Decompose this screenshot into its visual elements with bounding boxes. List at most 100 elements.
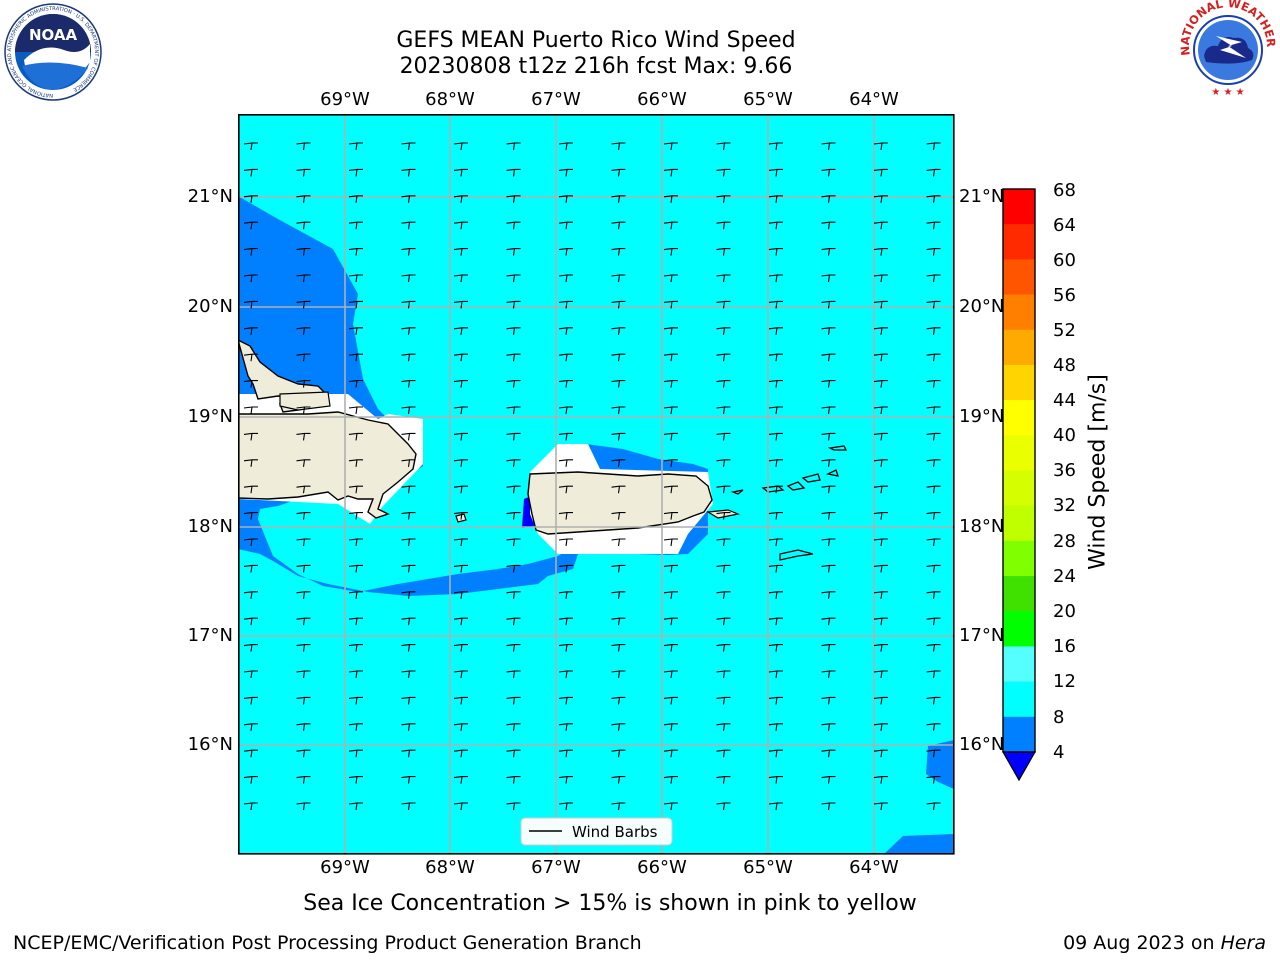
wind-barb: [716, 512, 731, 520]
wind-barb: [296, 459, 311, 467]
wind-barb: [663, 300, 678, 309]
wind-barb: [348, 248, 363, 256]
wind-barb: [821, 142, 836, 151]
wind-barb: [768, 142, 783, 151]
colorbar-cell: [1003, 329, 1035, 366]
wind-barb: [401, 591, 416, 599]
lon-label: 64°W: [849, 857, 899, 878]
colorbar-cell: [1003, 576, 1035, 612]
wind-barb: [506, 749, 521, 758]
colorbar-cell: [1003, 611, 1035, 647]
wind-barb: [716, 802, 731, 811]
wind-barb: [348, 670, 363, 679]
wind-barb: [663, 380, 678, 388]
wind-barb: [768, 195, 783, 203]
wind-barb: [663, 512, 678, 520]
wind-barb: [401, 564, 416, 573]
wind-barb: [873, 564, 888, 573]
wind-barb: [663, 195, 678, 203]
wind-barb: [716, 142, 731, 151]
footer-credit: NCEP/EMC/Verification Post Processing Pr…: [13, 932, 642, 954]
wind-barb: [296, 670, 311, 679]
wind-barb: [453, 327, 468, 335]
wind-barb: [926, 168, 941, 177]
wind-barb: [558, 749, 573, 758]
wind-barb: [296, 221, 311, 230]
wind-barb: [506, 538, 521, 547]
wind-barb: [506, 221, 521, 230]
wind-barb: [558, 538, 573, 547]
wind-barb: [401, 485, 416, 494]
wind-barb: [348, 512, 363, 520]
wind-barb: [506, 248, 521, 256]
wind-barb: [401, 723, 416, 731]
wind-barb: [873, 248, 888, 256]
wind-barb: [716, 696, 731, 705]
wind-barb: [873, 670, 888, 679]
wind-barb: [558, 564, 573, 573]
wind-barb: [663, 168, 678, 177]
svg-text:★ ★ ★: ★ ★ ★: [1211, 87, 1244, 98]
wind-barb: [348, 380, 363, 388]
wind-barb: [296, 802, 311, 811]
wind-barb: [506, 644, 521, 652]
colorbar-tick: 40: [1053, 425, 1076, 446]
wind-barb: [873, 617, 888, 626]
wind-barb: [821, 644, 836, 652]
wind-barb: [453, 300, 468, 309]
wind-barb: [768, 538, 783, 547]
wind-barb: [873, 644, 888, 652]
wind-barb: [873, 327, 888, 335]
wind-barb: [821, 776, 836, 784]
wind-barb: [821, 432, 836, 441]
wind-barb: [926, 617, 941, 626]
colorbar-cell: [1003, 435, 1035, 471]
wind-barb: [558, 327, 573, 335]
wind-barb: [663, 670, 678, 679]
wind-barb: [821, 696, 836, 705]
beata-outline: [279, 391, 331, 411]
wind-barb: [821, 538, 836, 547]
wind-barb: [243, 617, 258, 626]
wind-barb: [296, 195, 311, 203]
wind-barb: [401, 644, 416, 652]
wind-barb: [401, 327, 416, 335]
wind-barb: [453, 274, 468, 283]
wind-barb: [348, 353, 363, 362]
wind-barb: [716, 538, 731, 547]
wind-barb: [926, 406, 941, 415]
wind-barb: [506, 300, 521, 309]
wind-barb: [558, 723, 573, 731]
wind-barb: [926, 749, 941, 758]
wind-barb: [348, 617, 363, 626]
wind-barb: [821, 802, 836, 811]
wind-barb: [611, 195, 626, 203]
wind-barb: [873, 459, 888, 467]
wind-barb: [611, 353, 626, 362]
wind-barb: [558, 591, 573, 599]
wind-barb: [296, 274, 311, 283]
wind-barb: [348, 432, 363, 441]
lon-label: 66°W: [637, 857, 687, 878]
wind-barb: [453, 723, 468, 731]
wind-barb: [348, 485, 363, 494]
colorbar-cell: [1003, 716, 1035, 753]
wind-barb: [716, 380, 731, 388]
wind-barb: [611, 512, 626, 520]
lon-label: 66°W: [637, 89, 687, 110]
wind-barb: [926, 696, 941, 705]
wind-barb: [348, 221, 363, 230]
wind-barb: [663, 353, 678, 362]
colorbar: [1001, 188, 1037, 782]
wind-barb: [611, 406, 626, 415]
colorbar-cell: [1003, 681, 1035, 718]
wind-barb: [453, 195, 468, 203]
wind-barb: [873, 353, 888, 362]
wind-barb: [821, 248, 836, 256]
wind-barb: [873, 802, 888, 811]
wind-barb: [348, 274, 363, 283]
wind-barb: [558, 485, 573, 494]
wind-barb: [768, 380, 783, 388]
wind-barb: [243, 749, 258, 758]
colorbar-tick: 36: [1053, 460, 1076, 481]
